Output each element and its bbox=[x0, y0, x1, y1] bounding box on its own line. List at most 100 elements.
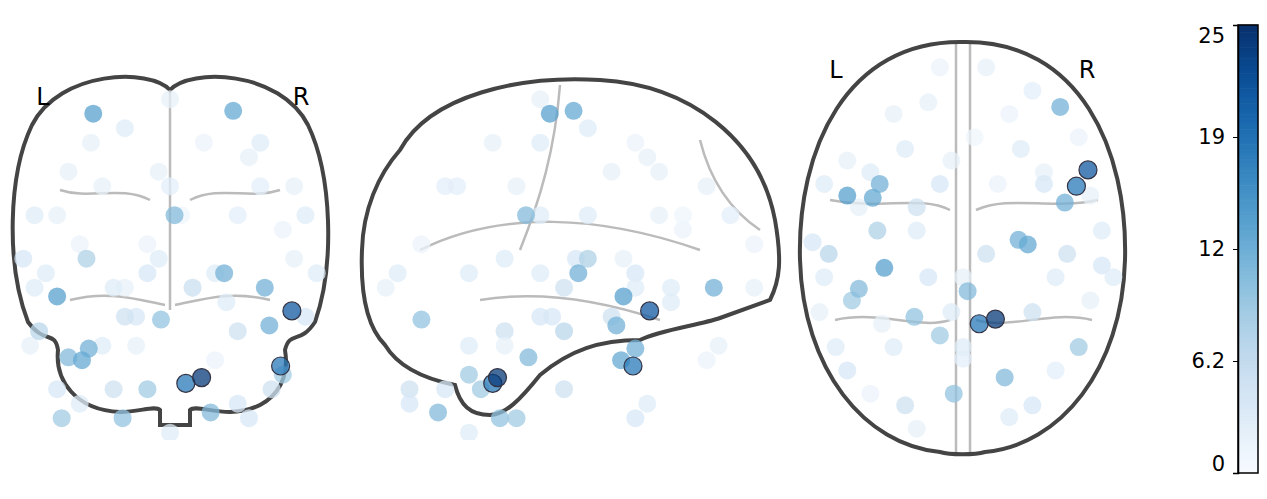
marker bbox=[745, 235, 763, 253]
marker bbox=[138, 264, 156, 282]
marker bbox=[26, 206, 44, 224]
colorbar-tick-label: 6.2 bbox=[1192, 349, 1225, 373]
colorbar-segment bbox=[1238, 32, 1258, 36]
colorbar-segment bbox=[1238, 178, 1258, 182]
marker bbox=[508, 177, 526, 195]
marker bbox=[868, 222, 886, 240]
colorbar-segment bbox=[1238, 368, 1258, 372]
colorbar-segment bbox=[1238, 55, 1258, 59]
marker bbox=[484, 134, 502, 152]
marker bbox=[541, 105, 559, 123]
colorbar-segment bbox=[1238, 238, 1258, 242]
marker bbox=[48, 206, 66, 224]
marker bbox=[1012, 140, 1030, 158]
colorbar-segment bbox=[1238, 372, 1258, 376]
colorbar-segment bbox=[1238, 196, 1258, 200]
colorbar-segment bbox=[1238, 208, 1258, 212]
marker bbox=[37, 264, 55, 282]
colorbar-segment bbox=[1238, 264, 1258, 268]
marker bbox=[283, 302, 301, 320]
marker bbox=[850, 280, 868, 298]
colorbar-segment bbox=[1238, 43, 1258, 47]
colorbar-segment bbox=[1238, 465, 1258, 469]
colorbar-segment bbox=[1238, 28, 1258, 32]
colorbar-segment bbox=[1238, 81, 1258, 85]
marker bbox=[59, 163, 77, 181]
colorbar-segment bbox=[1238, 379, 1258, 383]
marker bbox=[607, 316, 625, 334]
marker bbox=[579, 119, 597, 137]
colorbar-segment bbox=[1238, 77, 1258, 81]
colorbar-segment bbox=[1238, 305, 1258, 309]
marker bbox=[127, 337, 145, 355]
marker bbox=[1093, 222, 1111, 240]
colorbar-segment bbox=[1238, 137, 1258, 141]
marker bbox=[970, 315, 988, 333]
marker bbox=[491, 409, 509, 427]
brain-sulcus bbox=[70, 296, 165, 305]
colorbar-frame bbox=[1238, 25, 1258, 473]
colorbar-segment bbox=[1238, 245, 1258, 249]
colorbar-segment bbox=[1238, 327, 1258, 331]
marker bbox=[838, 187, 856, 205]
colorbar-segment bbox=[1238, 155, 1258, 159]
marker bbox=[77, 250, 95, 268]
marker bbox=[614, 250, 632, 268]
marker bbox=[641, 302, 659, 320]
marker bbox=[1070, 338, 1088, 356]
colorbar-segment bbox=[1238, 391, 1258, 395]
marker bbox=[166, 206, 184, 224]
marker bbox=[996, 368, 1014, 386]
marker bbox=[931, 326, 949, 344]
brain-sulcus bbox=[835, 317, 950, 323]
marker bbox=[815, 268, 833, 286]
marker bbox=[820, 245, 838, 263]
colorbar-segment bbox=[1238, 462, 1258, 466]
marker bbox=[905, 308, 923, 326]
marker bbox=[256, 279, 274, 297]
marker bbox=[460, 424, 478, 440]
marker bbox=[1070, 128, 1088, 146]
colorbar-segment bbox=[1238, 40, 1258, 44]
colorbar-segment bbox=[1238, 189, 1258, 193]
marker bbox=[26, 279, 44, 297]
marker bbox=[745, 279, 763, 297]
colorbar-segment bbox=[1238, 376, 1258, 380]
marker bbox=[48, 380, 66, 398]
colorbar-segment bbox=[1238, 279, 1258, 283]
colorbar-segment bbox=[1238, 111, 1258, 115]
colorbar-segment bbox=[1238, 290, 1258, 294]
marker bbox=[1056, 194, 1074, 212]
marker bbox=[519, 348, 537, 366]
marker bbox=[1104, 268, 1122, 286]
colorbar-segment bbox=[1238, 335, 1258, 339]
marker bbox=[508, 409, 526, 427]
marker bbox=[861, 385, 879, 403]
colorbar-segment bbox=[1238, 383, 1258, 387]
marker bbox=[959, 282, 977, 300]
colorbar-segment bbox=[1238, 51, 1258, 55]
marker bbox=[460, 264, 478, 282]
colorbar-segment bbox=[1238, 103, 1258, 107]
colorbar-segment bbox=[1238, 260, 1258, 264]
marker bbox=[229, 322, 247, 340]
colorbar-segment bbox=[1238, 159, 1258, 163]
marker bbox=[105, 380, 123, 398]
markers bbox=[14, 90, 325, 440]
colorbar-segment bbox=[1238, 167, 1258, 171]
colorbar-segment bbox=[1238, 114, 1258, 118]
markers bbox=[377, 90, 763, 440]
colorbar-segment bbox=[1238, 435, 1258, 439]
marker bbox=[138, 380, 156, 398]
colorbar-segment bbox=[1238, 424, 1258, 428]
colorbar-axis: 06.2121925 bbox=[1192, 24, 1239, 476]
marker bbox=[161, 177, 179, 195]
marker bbox=[919, 268, 937, 286]
colorbar-tick: 19 bbox=[1198, 125, 1238, 149]
marker bbox=[838, 152, 856, 170]
colorbar-tick: 25 bbox=[1198, 24, 1238, 48]
marker bbox=[804, 233, 822, 251]
marker bbox=[1023, 303, 1041, 321]
marker bbox=[626, 340, 644, 358]
colorbar-segment bbox=[1238, 47, 1258, 51]
